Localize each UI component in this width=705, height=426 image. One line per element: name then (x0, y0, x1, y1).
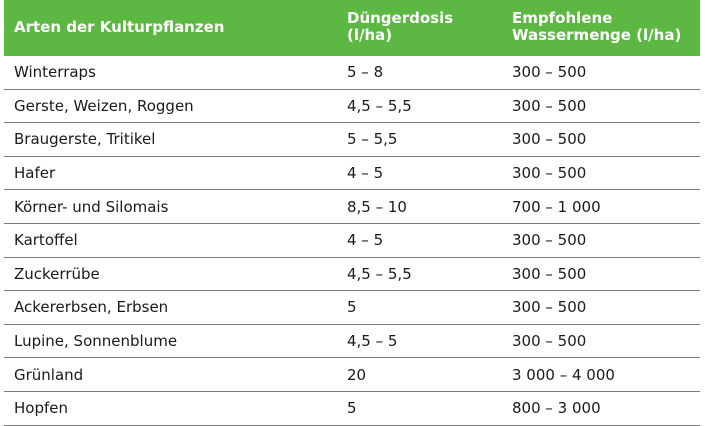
crop-cell: Braugerste, Tritikel (14, 130, 156, 149)
dose-cell: 4 – 5 (347, 231, 384, 250)
table-row: Ackererbsen, Erbsen 5 300 – 500 (4, 291, 700, 325)
water-cell: 300 – 500 (512, 231, 587, 250)
dose-cell: 20 (347, 365, 367, 384)
crop-cell: Hopfen (14, 399, 68, 418)
header-crop: Arten der Kulturpflanzen (14, 17, 225, 36)
dose-cell: 5 (347, 399, 357, 418)
dose-cell: 5 – 8 (347, 63, 384, 82)
water-cell: 300 – 500 (512, 130, 587, 149)
water-cell: 300 – 500 (512, 298, 587, 317)
fertilizer-table: Arten der Kulturpflanzen Düngerdosis (l/… (4, 0, 700, 426)
header-water: Empfohlene Wassermenge (l/ha) (502, 0, 700, 54)
table-header: Arten der Kulturpflanzen Düngerdosis (l/… (4, 0, 700, 56)
table-row: Kartoffel 4 – 5 300 – 500 (4, 224, 700, 258)
header-dose: Düngerdosis (l/ha) (337, 0, 502, 54)
table-row: Winterraps 5 – 8 300 – 500 (4, 56, 700, 90)
dose-cell: 8,5 – 10 (347, 197, 407, 216)
table-row: Hopfen 5 800 – 3 000 (4, 392, 700, 426)
crop-cell: Kartoffel (14, 231, 78, 250)
table-row: Grünland 20 3 000 – 4 000 (4, 358, 700, 392)
header-dose-line2: (l/ha) (347, 26, 393, 44)
crop-cell: Grünland (14, 365, 84, 384)
dose-cell: 5 (347, 298, 357, 317)
dose-cell: 4 – 5 (347, 164, 384, 183)
dose-cell: 4,5 – 5 (347, 332, 398, 351)
table-row: Gerste, Weizen, Roggen 4,5 – 5,5 300 – 5… (4, 90, 700, 124)
dose-cell: 4,5 – 5,5 (347, 264, 412, 283)
crop-cell: Körner- und Silomais (14, 197, 169, 216)
crop-cell: Hafer (14, 164, 56, 183)
water-cell: 300 – 500 (512, 63, 587, 82)
header-water-line2: Wassermenge (l/ha) (512, 26, 682, 44)
header-dose-line1: Düngerdosis (347, 9, 454, 27)
water-cell: 300 – 500 (512, 96, 587, 115)
table-row: Hafer 4 – 5 300 – 500 (4, 157, 700, 191)
water-cell: 300 – 500 (512, 332, 587, 351)
table-row: Zuckerrübe 4,5 – 5,5 300 – 500 (4, 258, 700, 292)
water-cell: 800 – 3 000 (512, 399, 601, 418)
table-row: Lupine, Sonnenblume 4,5 – 5 300 – 500 (4, 325, 700, 359)
dose-cell: 4,5 – 5,5 (347, 96, 412, 115)
water-cell: 300 – 500 (512, 164, 587, 183)
table-row: Körner- und Silomais 8,5 – 10 700 – 1 00… (4, 190, 700, 224)
water-cell: 3 000 – 4 000 (512, 365, 615, 384)
crop-cell: Lupine, Sonnenblume (14, 332, 178, 351)
water-cell: 300 – 500 (512, 264, 587, 283)
dose-cell: 5 – 5,5 (347, 130, 398, 149)
crop-cell: Winterraps (14, 63, 96, 82)
crop-cell: Zuckerrübe (14, 264, 100, 283)
crop-cell: Gerste, Weizen, Roggen (14, 96, 194, 115)
water-cell: 700 – 1 000 (512, 197, 601, 216)
header-water-line1: Empfohlene (512, 9, 613, 27)
table-row: Braugerste, Tritikel 5 – 5,5 300 – 500 (4, 123, 700, 157)
crop-cell: Ackererbsen, Erbsen (14, 298, 169, 317)
